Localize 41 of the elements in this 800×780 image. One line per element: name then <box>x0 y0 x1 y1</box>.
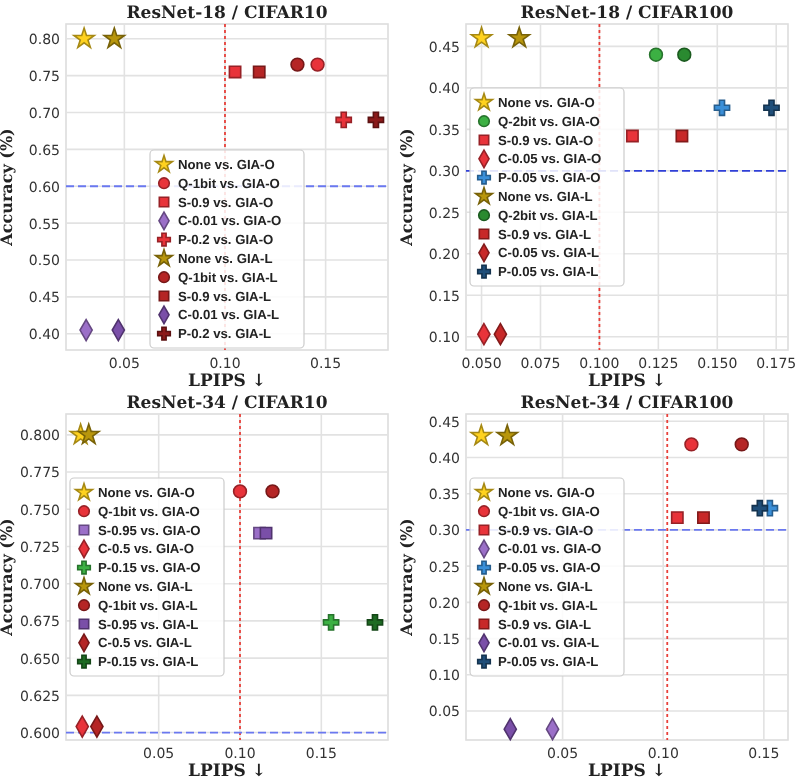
point <box>252 65 266 79</box>
y-axis-title: Accuracy (%) <box>396 517 416 638</box>
point <box>763 99 780 117</box>
point <box>335 111 353 129</box>
point <box>232 484 248 499</box>
point <box>670 511 684 525</box>
x-axis-title: LPIPS ↓ <box>588 372 666 392</box>
point <box>290 57 305 72</box>
point <box>470 26 493 48</box>
point <box>508 26 531 48</box>
point <box>103 27 126 49</box>
point <box>713 99 731 117</box>
x-axis-title: LPIPS ↓ <box>188 762 266 780</box>
point <box>228 65 242 79</box>
chart-title: ResNet-18 / CIFAR10 <box>126 4 328 24</box>
point <box>675 129 689 143</box>
point <box>259 526 273 540</box>
point <box>367 111 385 129</box>
point <box>310 57 325 72</box>
chart-title: ResNet-18 / CIFAR100 <box>520 4 734 24</box>
chart-title: ResNet-34 / CIFAR100 <box>520 394 734 414</box>
point <box>625 129 639 143</box>
y-axis-title: Accuracy (%) <box>396 127 416 248</box>
point <box>751 499 769 517</box>
point <box>496 424 519 446</box>
point <box>684 437 699 452</box>
y-axis-title: Accuracy (%) <box>0 127 16 248</box>
point <box>265 484 280 499</box>
x-axis-title: LPIPS ↓ <box>188 372 266 392</box>
point <box>648 47 664 62</box>
point <box>470 424 493 446</box>
point <box>322 614 340 631</box>
point <box>366 614 384 631</box>
point <box>734 437 749 452</box>
y-axis-title: Accuracy (%) <box>0 517 16 638</box>
point <box>77 423 100 445</box>
chart-title: ResNet-34 / CIFAR10 <box>126 394 328 414</box>
point <box>677 47 692 62</box>
x-axis-title: LPIPS ↓ <box>588 762 666 780</box>
point <box>73 27 96 49</box>
point <box>697 511 710 525</box>
